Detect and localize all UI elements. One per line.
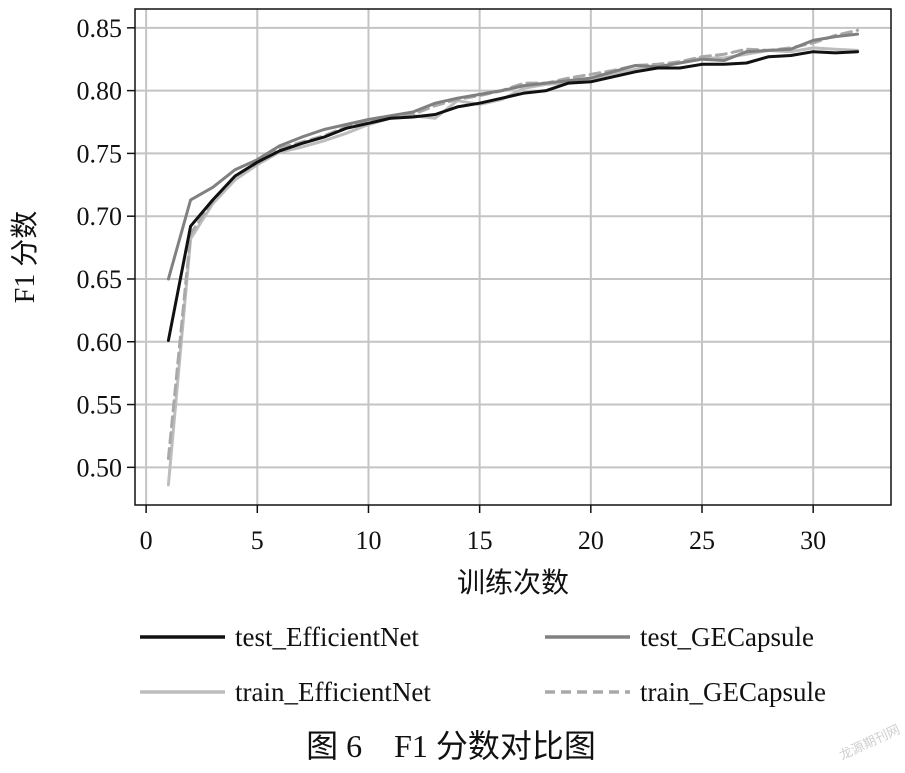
y-tick-label: 0.75 [77, 139, 123, 168]
legend-label: test_EfficientNet [235, 622, 419, 652]
x-tick-label: 5 [251, 526, 264, 555]
legend: test_EfficientNet test_GECapsule train_Eff… [140, 622, 826, 707]
legend-label: train_EfficientNet [235, 677, 431, 707]
y-axis-title: F1 分数 [9, 211, 41, 304]
legend-label: train_GECapsule [640, 677, 826, 707]
x-axis-ticks: 0 5 10 15 20 25 30 [140, 505, 826, 555]
y-tick-label: 0.55 [77, 391, 123, 420]
y-axis-ticks: 0.50 0.55 0.60 0.65 0.70 0.75 0.80 0.85 [77, 14, 135, 482]
x-tick-label: 30 [800, 526, 826, 555]
series-lines [166, 28, 860, 487]
watermark: 龙源期刊网 [837, 723, 902, 764]
y-tick-label: 0.50 [77, 453, 123, 482]
grid-lines [135, 9, 891, 505]
x-tick-label: 25 [689, 526, 715, 555]
series-line-test-efficientnet [166, 50, 860, 342]
plot-background [135, 9, 891, 505]
x-tick-label: 0 [140, 526, 153, 555]
y-tick-label: 0.80 [77, 77, 123, 106]
series-line-train-efficientnet [166, 46, 860, 487]
y-tick-label: 0.85 [77, 14, 123, 43]
y-tick-label: 0.60 [77, 328, 123, 357]
x-tick-label: 10 [355, 526, 381, 555]
plot-frame [134, 8, 892, 506]
y-tick-label: 0.65 [77, 265, 123, 294]
series-line-test-gecapsule [166, 32, 860, 281]
x-tick-label: 20 [578, 526, 604, 555]
legend-label: test_GECapsule [640, 622, 814, 652]
x-axis-title: 训练次数 [457, 567, 569, 599]
figure-caption: 图 6 F1 分数对比图 [306, 728, 596, 764]
x-tick-label: 15 [467, 526, 493, 555]
y-tick-label: 0.70 [77, 202, 123, 231]
